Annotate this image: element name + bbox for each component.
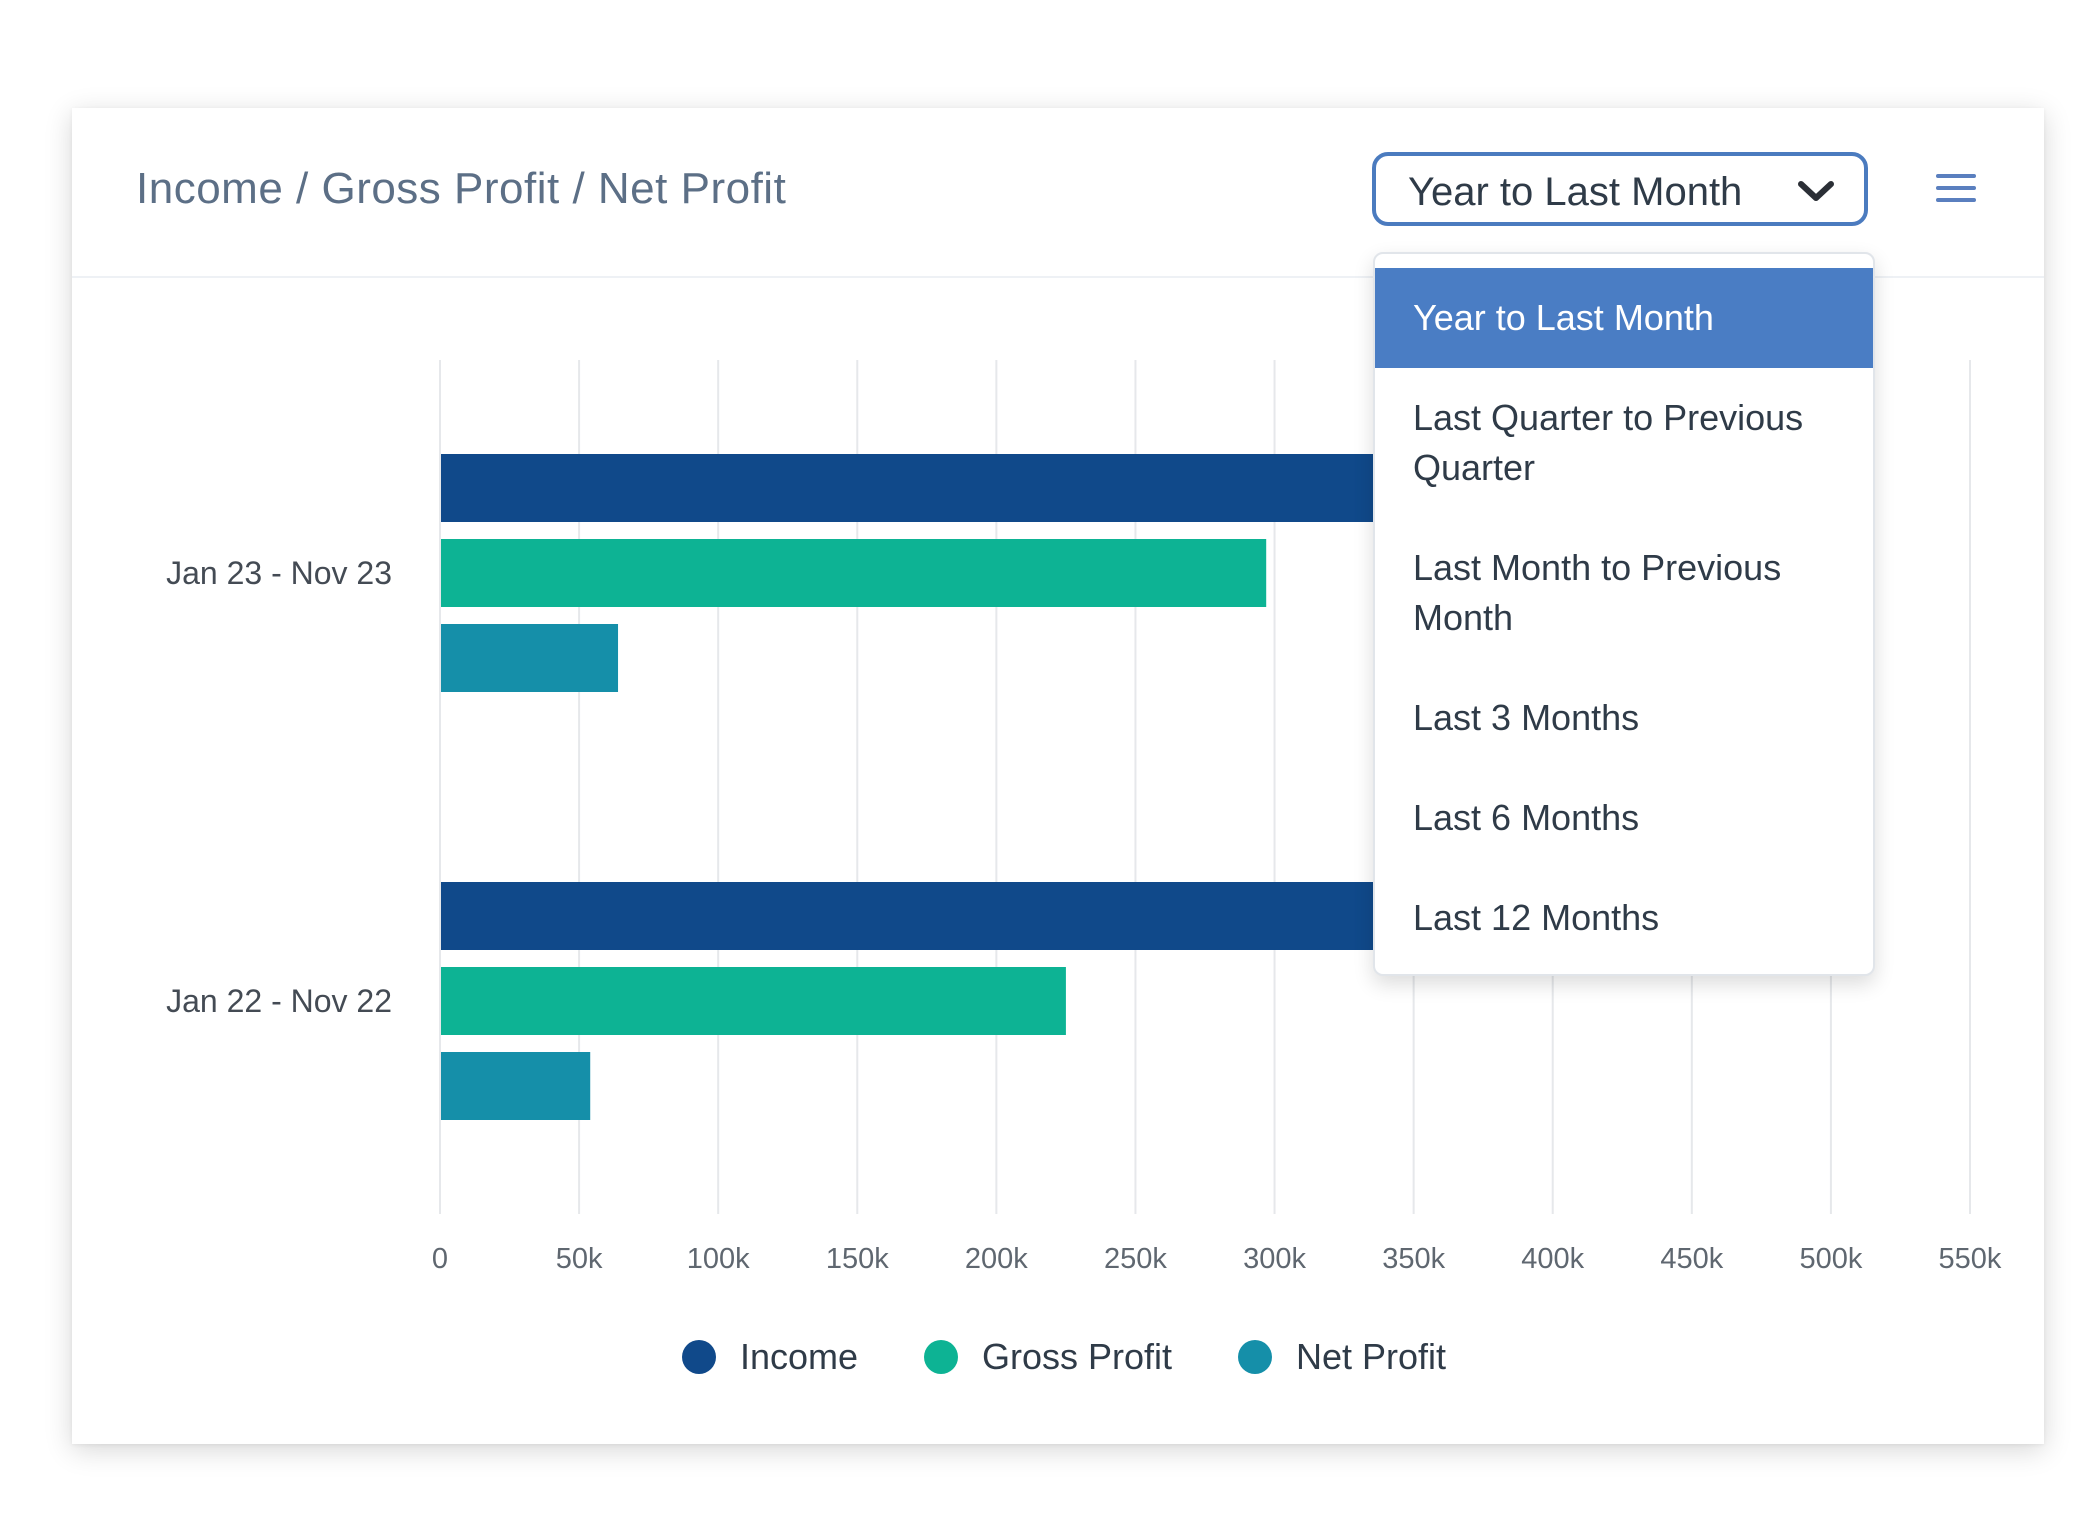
x-tick-label: 400k bbox=[1521, 1243, 1584, 1275]
chart-legend: Income Gross Profit Net Profit bbox=[72, 1328, 2044, 1388]
bar-net-profit[interactable] bbox=[441, 624, 619, 692]
legend-dot-icon bbox=[1238, 1340, 1272, 1374]
card-header: Income / Gross Profit / Net Profit Year … bbox=[72, 108, 2044, 278]
x-tick-label: 450k bbox=[1660, 1243, 1723, 1275]
period-select-value: Year to Last Month bbox=[1408, 170, 1743, 214]
dropdown-option[interactable]: Last 12 Months bbox=[1413, 897, 1660, 938]
legend-item-net-profit[interactable]: Net Profit bbox=[1238, 1328, 1448, 1388]
x-tick-label: 0 bbox=[432, 1243, 448, 1275]
legend-label: Income bbox=[740, 1336, 859, 1377]
dropdown-option[interactable]: Last 6 Months bbox=[1413, 797, 1640, 838]
legend-item-income[interactable]: Income bbox=[682, 1328, 862, 1388]
chevron-down-icon bbox=[1798, 181, 1834, 201]
dropdown-option[interactable]: Last Month to Previous Month bbox=[1413, 547, 1782, 638]
hamburger-menu-icon[interactable] bbox=[1936, 174, 1976, 206]
bar-income[interactable] bbox=[441, 882, 1386, 950]
x-tick-label: 550k bbox=[1939, 1243, 2002, 1275]
period-dropdown-menu: Year to Last Month Last Quarter to Previo… bbox=[1373, 252, 1875, 976]
legend-item-gross-profit[interactable]: Gross Profit bbox=[924, 1328, 1174, 1388]
x-tick-label: 100k bbox=[687, 1243, 750, 1275]
dropdown-option[interactable]: Last Quarter to Previous Quarter bbox=[1413, 397, 1804, 488]
legend-label: Net Profit bbox=[1296, 1336, 1447, 1377]
category-label: Jan 23 - Nov 23 bbox=[166, 555, 392, 591]
x-tick-label: 350k bbox=[1382, 1243, 1445, 1275]
category-label: Jan 22 - Nov 22 bbox=[166, 983, 392, 1019]
x-tick-label: 500k bbox=[1799, 1243, 1862, 1275]
legend-dot-icon bbox=[682, 1340, 716, 1374]
x-tick-label: 250k bbox=[1104, 1243, 1167, 1275]
period-select[interactable]: Year to Last Month bbox=[1372, 152, 1868, 226]
dropdown-option[interactable]: Last 3 Months bbox=[1413, 697, 1640, 738]
bar-gross-profit[interactable] bbox=[441, 967, 1066, 1035]
chart-card: Income / Gross Profit / Net Profit Year … bbox=[72, 108, 2044, 1444]
legend-label: Gross Profit bbox=[982, 1336, 1173, 1377]
bar-net-profit[interactable] bbox=[441, 1052, 591, 1120]
x-tick-label: 150k bbox=[826, 1243, 889, 1275]
bar-gross-profit[interactable] bbox=[441, 539, 1267, 607]
chart-title: Income / Gross Profit / Net Profit bbox=[136, 164, 787, 213]
bar-chart: 0 50k 100k 150k 200k 250k 300k 350k 400k 450k 500k… bbox=[166, 360, 2002, 1275]
dropdown-option[interactable]: Year to Last Month bbox=[1375, 268, 1873, 368]
legend-dot-icon bbox=[924, 1340, 958, 1374]
x-tick-label: 300k bbox=[1243, 1243, 1306, 1275]
x-tick-label: 200k bbox=[965, 1243, 1028, 1275]
x-tick-label: 50k bbox=[556, 1243, 603, 1275]
bar-income[interactable] bbox=[441, 454, 1386, 522]
